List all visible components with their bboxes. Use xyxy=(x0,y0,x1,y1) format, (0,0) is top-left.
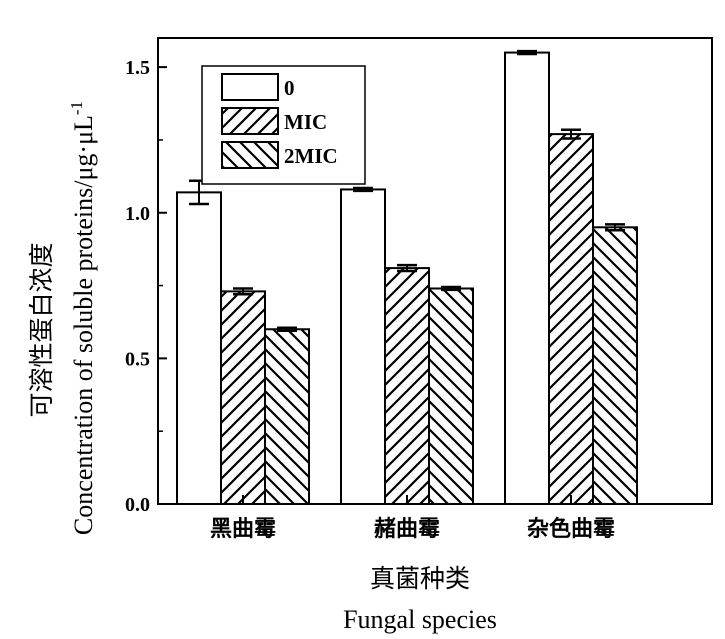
y-tick-label: 0.5 xyxy=(125,348,150,370)
y-axis-ticks: 0.0 0.5 1.0 1.5 xyxy=(125,57,167,516)
y-tick-label: 1.5 xyxy=(125,57,150,79)
x-axis-title-en: Fungal species xyxy=(343,605,497,634)
bar-2mic-2 xyxy=(592,226,638,505)
legend-swatch-0 xyxy=(221,73,279,101)
bar-mic-0 xyxy=(220,290,266,506)
bar-2mic-0 xyxy=(264,328,310,505)
bar-2mic-1 xyxy=(428,287,474,505)
x-axis-tick-labels: 黑曲霉 赭曲霉 杂色曲霉 xyxy=(210,495,615,542)
y-axis-title-en-sup: -1 xyxy=(67,101,86,115)
x-axis-title-cn: 真菌种类 xyxy=(370,564,470,593)
legend-swatch-mic xyxy=(221,107,279,135)
y-axis-title-en: Concentration of soluble proteins/μg·μL-… xyxy=(67,101,98,535)
error-bars-group xyxy=(189,49,625,332)
legend: 0 MIC 2MIC xyxy=(201,65,366,185)
y-tick-label: 0.0 xyxy=(125,494,150,516)
x-tick-label: 黑曲霉 xyxy=(210,516,276,542)
bar-mic-2 xyxy=(548,133,594,506)
bar-mic-1 xyxy=(384,267,430,505)
x-tick-label: 赭曲霉 xyxy=(374,516,440,542)
x-tick-label: 杂色曲霉 xyxy=(527,516,615,542)
y-axis-title-cn: 可溶性蛋白浓度 xyxy=(27,242,56,417)
bar-0-0 xyxy=(176,191,222,506)
y-tick-label: 1.0 xyxy=(125,203,150,225)
legend-swatch-2mic xyxy=(221,141,279,169)
legend-label-mic: MIC xyxy=(284,110,327,134)
bar-0-2 xyxy=(504,51,550,505)
legend-label-2mic: 2MIC xyxy=(284,144,338,168)
bar-0-1 xyxy=(340,188,386,505)
y-axis-title-en-text: Concentration of soluble proteins/μg·μL xyxy=(69,115,98,535)
legend-label-0: 0 xyxy=(284,76,295,100)
